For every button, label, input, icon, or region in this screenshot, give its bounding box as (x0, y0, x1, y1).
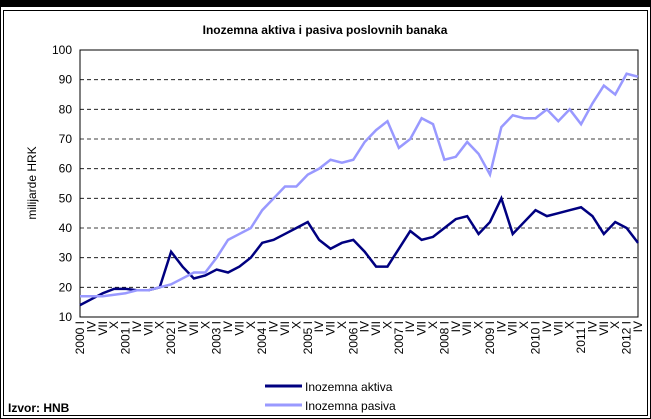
x-tick-label: IV (358, 321, 372, 332)
x-tick-label: VII (597, 321, 611, 336)
x-tick-label: IV (221, 321, 235, 332)
x-tick-label: VII (232, 321, 246, 336)
x-tick-label: VII (551, 321, 565, 336)
x-tick-label: IV (631, 321, 645, 332)
y-tick-label: 50 (59, 191, 73, 205)
x-tick-label: X (426, 321, 440, 329)
x-tick-label: IV (84, 321, 98, 332)
x-tick-label: IV (494, 321, 508, 332)
x-tick-label: 2009 I (483, 321, 497, 354)
top-bar (0, 0, 651, 7)
chart-title: Inozemna aktiva i pasiva poslovnih banak… (203, 23, 448, 37)
y-tick-label: 90 (59, 73, 73, 87)
x-tick-label: 2011 I (574, 321, 588, 353)
x-tick-label: VII (460, 321, 474, 336)
x-tick-label: IV (403, 321, 417, 332)
plot-border (79, 49, 639, 318)
x-tick-label: 2007 I (392, 321, 406, 354)
x-tick-label: VII (278, 321, 292, 336)
x-tick-label: X (107, 321, 121, 329)
x-tick-label: X (517, 321, 531, 329)
legend-label: Inozemna pasiva (305, 399, 396, 413)
chart-border (3, 10, 648, 416)
x-tick-label: X (472, 321, 486, 329)
x-tick-label: VII (141, 321, 155, 336)
x-tick-label: 2005 I (301, 321, 315, 354)
y-tick-label: 10 (59, 310, 73, 324)
x-tick-label: X (198, 321, 212, 329)
x-tick-label: X (563, 321, 577, 329)
x-tick-label: 2012 I (620, 321, 634, 354)
y-tick-label: 70 (59, 132, 73, 146)
x-tick-label: IV (585, 321, 599, 332)
x-tick-label: X (608, 321, 622, 329)
y-tick-label: 30 (59, 251, 73, 265)
x-tick-label: 2008 I (437, 321, 451, 354)
data-line (80, 72, 639, 298)
x-tick-label: IV (130, 321, 144, 332)
x-tick-label: X (289, 321, 303, 329)
x-tick-label: VII (369, 321, 383, 336)
x-tick-label: IV (449, 321, 463, 332)
source: Izvor: HNB (8, 401, 70, 415)
data-line (79, 194, 639, 307)
x-tick-label: 2000 I (73, 321, 87, 354)
x-tick-label: 2006 I (346, 321, 360, 354)
x-tick-label: X (153, 321, 167, 329)
y-axis-label: milijarde HRK (25, 146, 39, 219)
x-tick-label: 2002 I (164, 321, 178, 354)
x-tick-label: VII (96, 321, 110, 336)
x-tick-label: IV (540, 321, 554, 332)
x-tick-label: IV (175, 321, 189, 332)
x-tick-label: 2003 I (210, 321, 224, 354)
x-tick-label: X (335, 321, 349, 329)
x-tick-label: VII (324, 321, 338, 336)
x-tick-label: IV (267, 321, 281, 332)
y-tick-label: 20 (59, 280, 73, 294)
x-tick-label: VII (506, 321, 520, 336)
x-tick-label: 2010 I (529, 321, 543, 354)
y-tick-label: 40 (59, 221, 73, 235)
x-tick-label: VII (415, 321, 429, 336)
y-tick-label: 100 (52, 43, 72, 57)
x-tick-label: 2004 I (255, 321, 269, 354)
x-tick-label: 2001 I (119, 321, 133, 354)
legend-label: Inozemna aktiva (305, 380, 393, 394)
y-tick-label: 80 (59, 102, 73, 116)
y-tick-label: 60 (59, 162, 73, 176)
x-tick-label: IV (312, 321, 326, 332)
x-tick-label: VII (187, 321, 201, 336)
x-tick-label: X (244, 321, 258, 329)
x-tick-label: X (380, 321, 394, 329)
